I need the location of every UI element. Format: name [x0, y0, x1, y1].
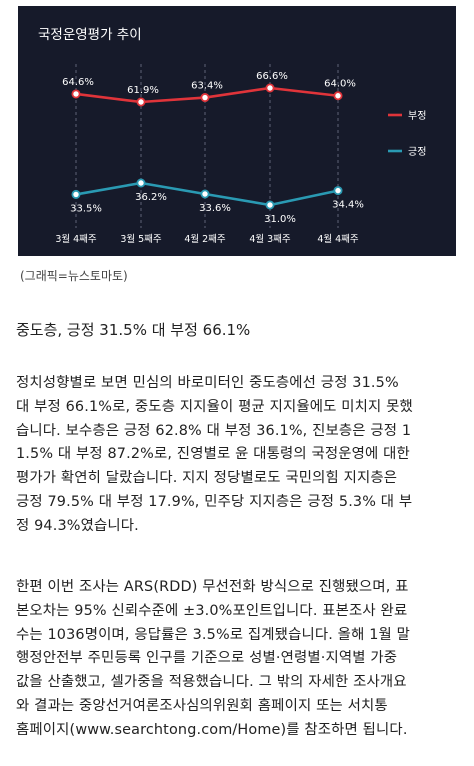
paragraph-line: 와 결과는 중앙선거여론조사심의위원회 홈페이지 또는 서치통 — [16, 697, 388, 714]
x-tick-label: 4월 2째주 — [184, 233, 226, 245]
paragraph-line: 한편 이번 조사는 ARS(RDD) 무선전화 방식으로 진행됐으며, 표 — [16, 579, 409, 595]
image-caption: (그래픽=뉴스토마토) — [20, 269, 128, 283]
paragraph-line: 본오차는 95% 신뢰수준에 ±3.0%포인트입니다. 표본조사 완료 — [16, 602, 408, 619]
x-tick-label: 4월 4째주 — [317, 233, 359, 245]
paragraph-line: 행정안전부 주민등록 인구를 기준으로 성별·연령별·지역별 가중 — [16, 650, 398, 667]
data-point — [71, 89, 81, 99]
paragraph-line: 습니다. 보수층은 긍정 62.8% 대 부정 36.1%, 진보층은 긍정 1 — [16, 422, 412, 439]
data-label: 64.0% — [324, 79, 356, 90]
legend-label: 긍정 — [408, 146, 426, 158]
data-point — [71, 189, 81, 199]
paragraph-political-leaning: 정치성향별로 보면 민심의 바로미터인 중도층에선 긍정 31.5% 대 부정 6… — [16, 372, 460, 539]
data-label: 63.4% — [191, 81, 223, 92]
data-point — [136, 97, 146, 107]
data-label: 31.0% — [264, 214, 296, 225]
chart-title: 국정운영평가 추이 — [38, 27, 142, 43]
x-tick-label: 3월 4째주 — [55, 233, 97, 245]
data-label: 66.6% — [256, 71, 288, 82]
data-label: 33.5% — [70, 203, 102, 214]
legend-label: 부정 — [408, 110, 426, 122]
paragraph-line: 수는 1036명이며, 응답률은 3.5%로 집계됐습니다. 올해 1월 말 — [16, 626, 410, 643]
data-label: 34.4% — [332, 200, 364, 211]
x-tick-label: 4월 3째주 — [249, 233, 291, 245]
data-label: 36.2% — [135, 192, 167, 203]
paragraph-line: 1.5% 대 부정 87.2%로, 진영별로 윤 대통령의 국정운영에 대한 — [16, 446, 410, 463]
data-point — [333, 91, 343, 101]
data-point — [265, 83, 275, 93]
paragraph-line: 대 부정 66.1%로, 중도층 지지율이 평균 지지율에도 미치지 못했 — [16, 398, 413, 415]
data-point — [333, 186, 343, 196]
paragraph-line: 정치성향별로 보면 민심의 바로미터인 중도층에선 긍정 31.5% — [16, 375, 399, 391]
data-point — [265, 200, 275, 210]
section-subheading: 중도층, 긍정 31.5% 대 부정 66.1% — [16, 321, 251, 339]
data-point — [136, 178, 146, 188]
data-label: 33.6% — [199, 203, 231, 214]
paragraph-line: 긍정 79.5% 대 부정 17.9%, 민주당 지지층은 긍정 5.3% 대 … — [16, 493, 413, 510]
line-chart-svg: 국정운영평가 추이 3월 4째주 3월 5째주 4월 2째주 4월 3째주 4월 4째주… — [38, 27, 426, 245]
data-point — [200, 93, 210, 103]
paragraph-line: 홈페이지(www.searchtong.com/Home)를 참조하면 됩니다. — [16, 721, 408, 738]
data-label: 61.9% — [127, 85, 159, 96]
data-point — [200, 189, 210, 199]
data-label: 64.6% — [62, 77, 94, 88]
paragraph-line: 값을 산출했고, 셀가중을 적용했습니다. 그 밖의 자세한 조사개요 — [16, 674, 407, 691]
x-tick-label: 3월 5째주 — [120, 233, 162, 245]
paragraph-line: 정 94.3%였습니다. — [16, 517, 139, 534]
poll-chart: 국정운영평가 추이 3월 4째주 3월 5째주 4월 2째주 4월 3째주 4월 4째주… — [18, 6, 456, 256]
paragraph-line: 평가가 확연히 달랐습니다. 지지 정당별로도 국민의힘 지지층은 — [16, 470, 398, 487]
